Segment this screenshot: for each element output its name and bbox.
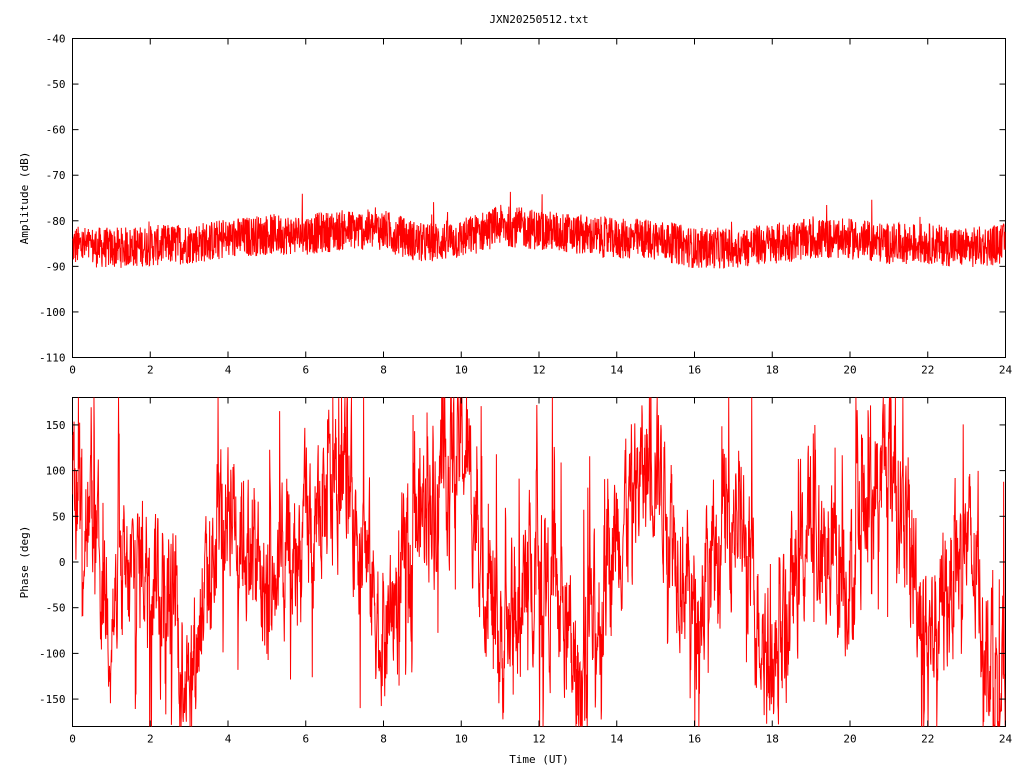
phase-x-tick-label: 4 (225, 733, 232, 746)
phase-y-axis-label: Phase (deg) (18, 526, 31, 599)
amplitude-y-ticks: -40 -50 -60 -70 -80 -90 -100 -110 (39, 33, 1006, 365)
phase-x-tick-label: 10 (455, 733, 468, 746)
phase-x-tick-label: 22 (921, 733, 934, 746)
amplitude-y-tick-label: -60 (46, 124, 66, 137)
phase-x-tick-label: 16 (688, 733, 701, 746)
phase-x-tick-label: 12 (532, 733, 545, 746)
phase-y-tick-label: -150 (39, 693, 66, 706)
amplitude-x-tick-label: 14 (610, 364, 624, 377)
amplitude-x-ticks: 0 2 4 6 8 10 12 14 16 18 20 22 24 (69, 38, 1013, 377)
time-x-axis-label: Time (UT) (509, 753, 569, 766)
amplitude-y-tick-label: -90 (46, 260, 66, 273)
amplitude-x-tick-label: 24 (999, 364, 1013, 377)
phase-y-tick-label: 100 (46, 465, 66, 478)
amplitude-series-line (72, 191, 1006, 269)
chart-title: JXN20250512.txt (489, 13, 588, 26)
phase-y-tick-label: 150 (46, 419, 66, 432)
phase-series-line (72, 397, 1006, 727)
phase-x-tick-label: 2 (147, 733, 154, 746)
phase-y-tick-label: -50 (46, 602, 66, 615)
amplitude-x-tick-label: 2 (147, 364, 154, 377)
amplitude-y-tick-label: -50 (46, 78, 66, 91)
phase-x-tick-label: 20 (843, 733, 856, 746)
amplitude-y-tick-label: -100 (39, 306, 66, 319)
amplitude-x-tick-label: 4 (225, 364, 232, 377)
phase-x-tick-label: 18 (766, 733, 779, 746)
phase-x-tick-label: 8 (380, 733, 387, 746)
phase-y-ticks: 150 100 50 0 -50 -100 -150 (39, 419, 1006, 706)
amplitude-x-tick-label: 22 (921, 364, 934, 377)
phase-y-tick-label: 50 (52, 510, 65, 523)
amplitude-x-tick-label: 6 (302, 364, 309, 377)
phase-x-ticks: 0 2 4 6 8 10 12 14 16 18 20 22 24 (69, 397, 1013, 746)
amplitude-plot-frame (72, 38, 1006, 358)
phase-x-tick-label: 24 (999, 733, 1013, 746)
phase-y-tick-label: -100 (39, 647, 66, 660)
phase-x-tick-label: 6 (302, 733, 309, 746)
phase-x-tick-label: 14 (610, 733, 624, 746)
amplitude-panel: -40-50-60-70-80-90-100-110 0 2 4 6 8 10 12 14 16… (18, 33, 1012, 377)
amplitude-series (72, 191, 1006, 269)
amplitude-y-tick-label: -80 (46, 215, 66, 228)
amplitude-x-tick-label: 12 (532, 364, 545, 377)
amplitude-x-tick-label: 18 (766, 364, 779, 377)
phase-x-tick-label: 0 (69, 733, 76, 746)
amplitude-y-tick-label: -40 (46, 33, 66, 46)
amplitude-x-tick-label: 20 (843, 364, 856, 377)
amplitude-y-tick-label: -70 (46, 169, 66, 182)
amplitude-x-tick-label: 8 (380, 364, 387, 377)
amplitude-x-tick-label: 0 (69, 364, 76, 377)
phase-series (72, 397, 1006, 727)
amplitude-y-axis-label: Amplitude (dB) (18, 152, 31, 245)
amplitude-x-tick-label: 10 (455, 364, 468, 377)
amplitude-x-tick-label: 16 (688, 364, 701, 377)
phase-y-tick-label: 0 (59, 556, 66, 569)
amplitude-y-tick-label: -110 (39, 352, 66, 365)
